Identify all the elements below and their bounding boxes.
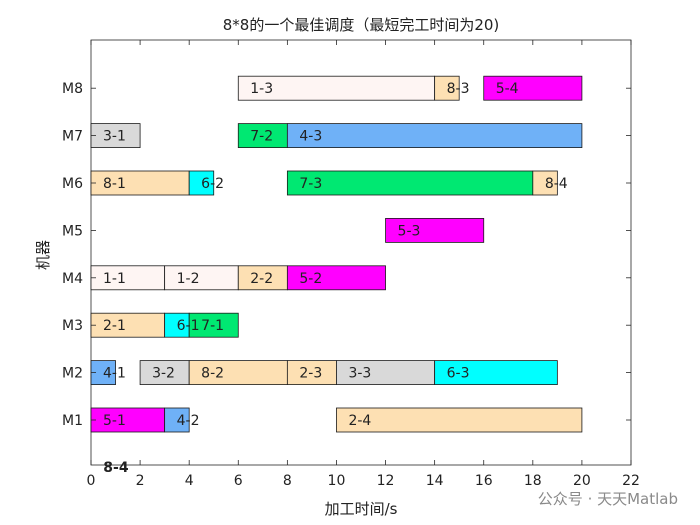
task-bar-8-4 [532,170,558,196]
x-axis-ticks: 0 2 4 6 8 10 12 14 16 18 20 22 [87,40,640,489]
task-bar-7-3 [286,170,534,196]
x-tick-label: 18 [524,473,542,489]
x-tick-label: 8 [283,473,292,489]
task-label-2-2: 2-2 [250,271,273,287]
task-label-7-1: 7-1 [201,318,224,334]
task-label-2-1: 2-1 [103,318,126,334]
stray-task-label: 8-4 [103,460,129,476]
task-bar-4-3 [286,123,583,148]
x-tick-label: 14 [426,473,444,489]
task-label-1-2: 1-2 [177,271,200,287]
task-bar-5-4 [483,75,583,101]
task-bar-7-1 [188,312,239,338]
y-tick-label: M3 [62,318,83,334]
task-label-1-3: 1-3 [250,81,273,97]
task-label-8-1: 8-1 [103,176,126,192]
x-tick-label: 6 [234,473,243,489]
task-label-2-4: 2-4 [348,413,371,429]
chart-title: 8*8的一个最佳调度（最短完工时间为20) [223,16,500,34]
x-tick-label: 20 [573,473,591,489]
y-tick-label: M5 [62,223,83,239]
task-bar-1-3 [237,75,436,101]
task-label-5-1: 5-1 [103,413,126,429]
task-label-3-3: 3-3 [348,366,371,382]
task-label-8-3: 8-3 [447,81,470,97]
task-label-5-4: 5-4 [496,81,519,97]
task-label-2-3: 2-3 [299,366,322,382]
y-axis-ticks: M1 M2 M3 M4 M5 M6 M7 M8 [62,81,631,429]
y-tick-label: M7 [62,129,83,145]
task-label-6-2: 6-2 [201,176,224,192]
y-axis-label: 机器 [34,240,52,270]
task-bar-5-1 [90,407,166,433]
task-bars: 5-1 4-2 2-4 4-1 3-2 8-2 2-3 3-3 6-3 2-1 6-1 7-1 1-1 1… [90,75,583,476]
task-bar-6-3 [434,360,558,386]
task-bar-3-1 [90,123,141,148]
x-tick-label: 10 [328,473,346,489]
task-bar-4-2 [164,407,190,433]
task-label-5-3: 5-3 [398,223,421,239]
y-tick-label: M8 [62,81,83,97]
task-bar-8-3 [434,75,460,101]
task-label-4-1: 4-1 [103,366,126,382]
task-bar-5-2 [286,265,386,291]
x-tick-label: 12 [377,473,395,489]
task-bar-7-2 [237,123,288,148]
y-tick-label: M4 [62,271,83,287]
task-label-1-1: 1-1 [103,271,126,287]
x-tick-label: 16 [475,473,493,489]
task-label-7-3: 7-3 [299,176,322,192]
task-label-8-4: 8-4 [545,176,568,192]
task-bar-1-1 [90,265,166,291]
x-tick-label: 4 [185,473,194,489]
x-tick-label: 22 [622,473,640,489]
task-label-3-1: 3-1 [103,129,126,145]
task-label-5-2: 5-2 [299,271,322,287]
y-tick-label: M6 [62,176,83,192]
x-tick-label: 0 [87,473,96,489]
task-label-6-1: 6-1 [177,318,200,334]
task-label-6-3: 6-3 [447,366,470,382]
axes-frame [90,39,632,466]
task-label-8-2: 8-2 [201,366,224,382]
plot-area [90,39,632,466]
task-bar-8-2 [188,360,288,386]
task-bar-2-3 [286,360,337,386]
task-bar-2-4 [336,407,583,433]
x-tick-label: 2 [136,473,145,489]
x-axis-label: 加工时间/s [325,500,398,518]
y-tick-label: M2 [62,366,83,382]
y-tick-label: M1 [62,413,83,429]
task-bar-3-2 [139,360,190,386]
task-label-4-3: 4-3 [299,129,322,145]
task-bar-1-2 [164,265,239,291]
task-label-4-2: 4-2 [177,413,200,429]
task-bar-3-3 [336,360,436,386]
task-label-3-2: 3-2 [152,366,175,382]
watermark: 公众号 · 天天Matlab [537,490,678,508]
task-bar-6-2 [188,170,215,196]
task-bar-2-1 [90,312,166,338]
task-label-7-2: 7-2 [250,129,273,145]
task-bar-5-3 [385,217,485,243]
